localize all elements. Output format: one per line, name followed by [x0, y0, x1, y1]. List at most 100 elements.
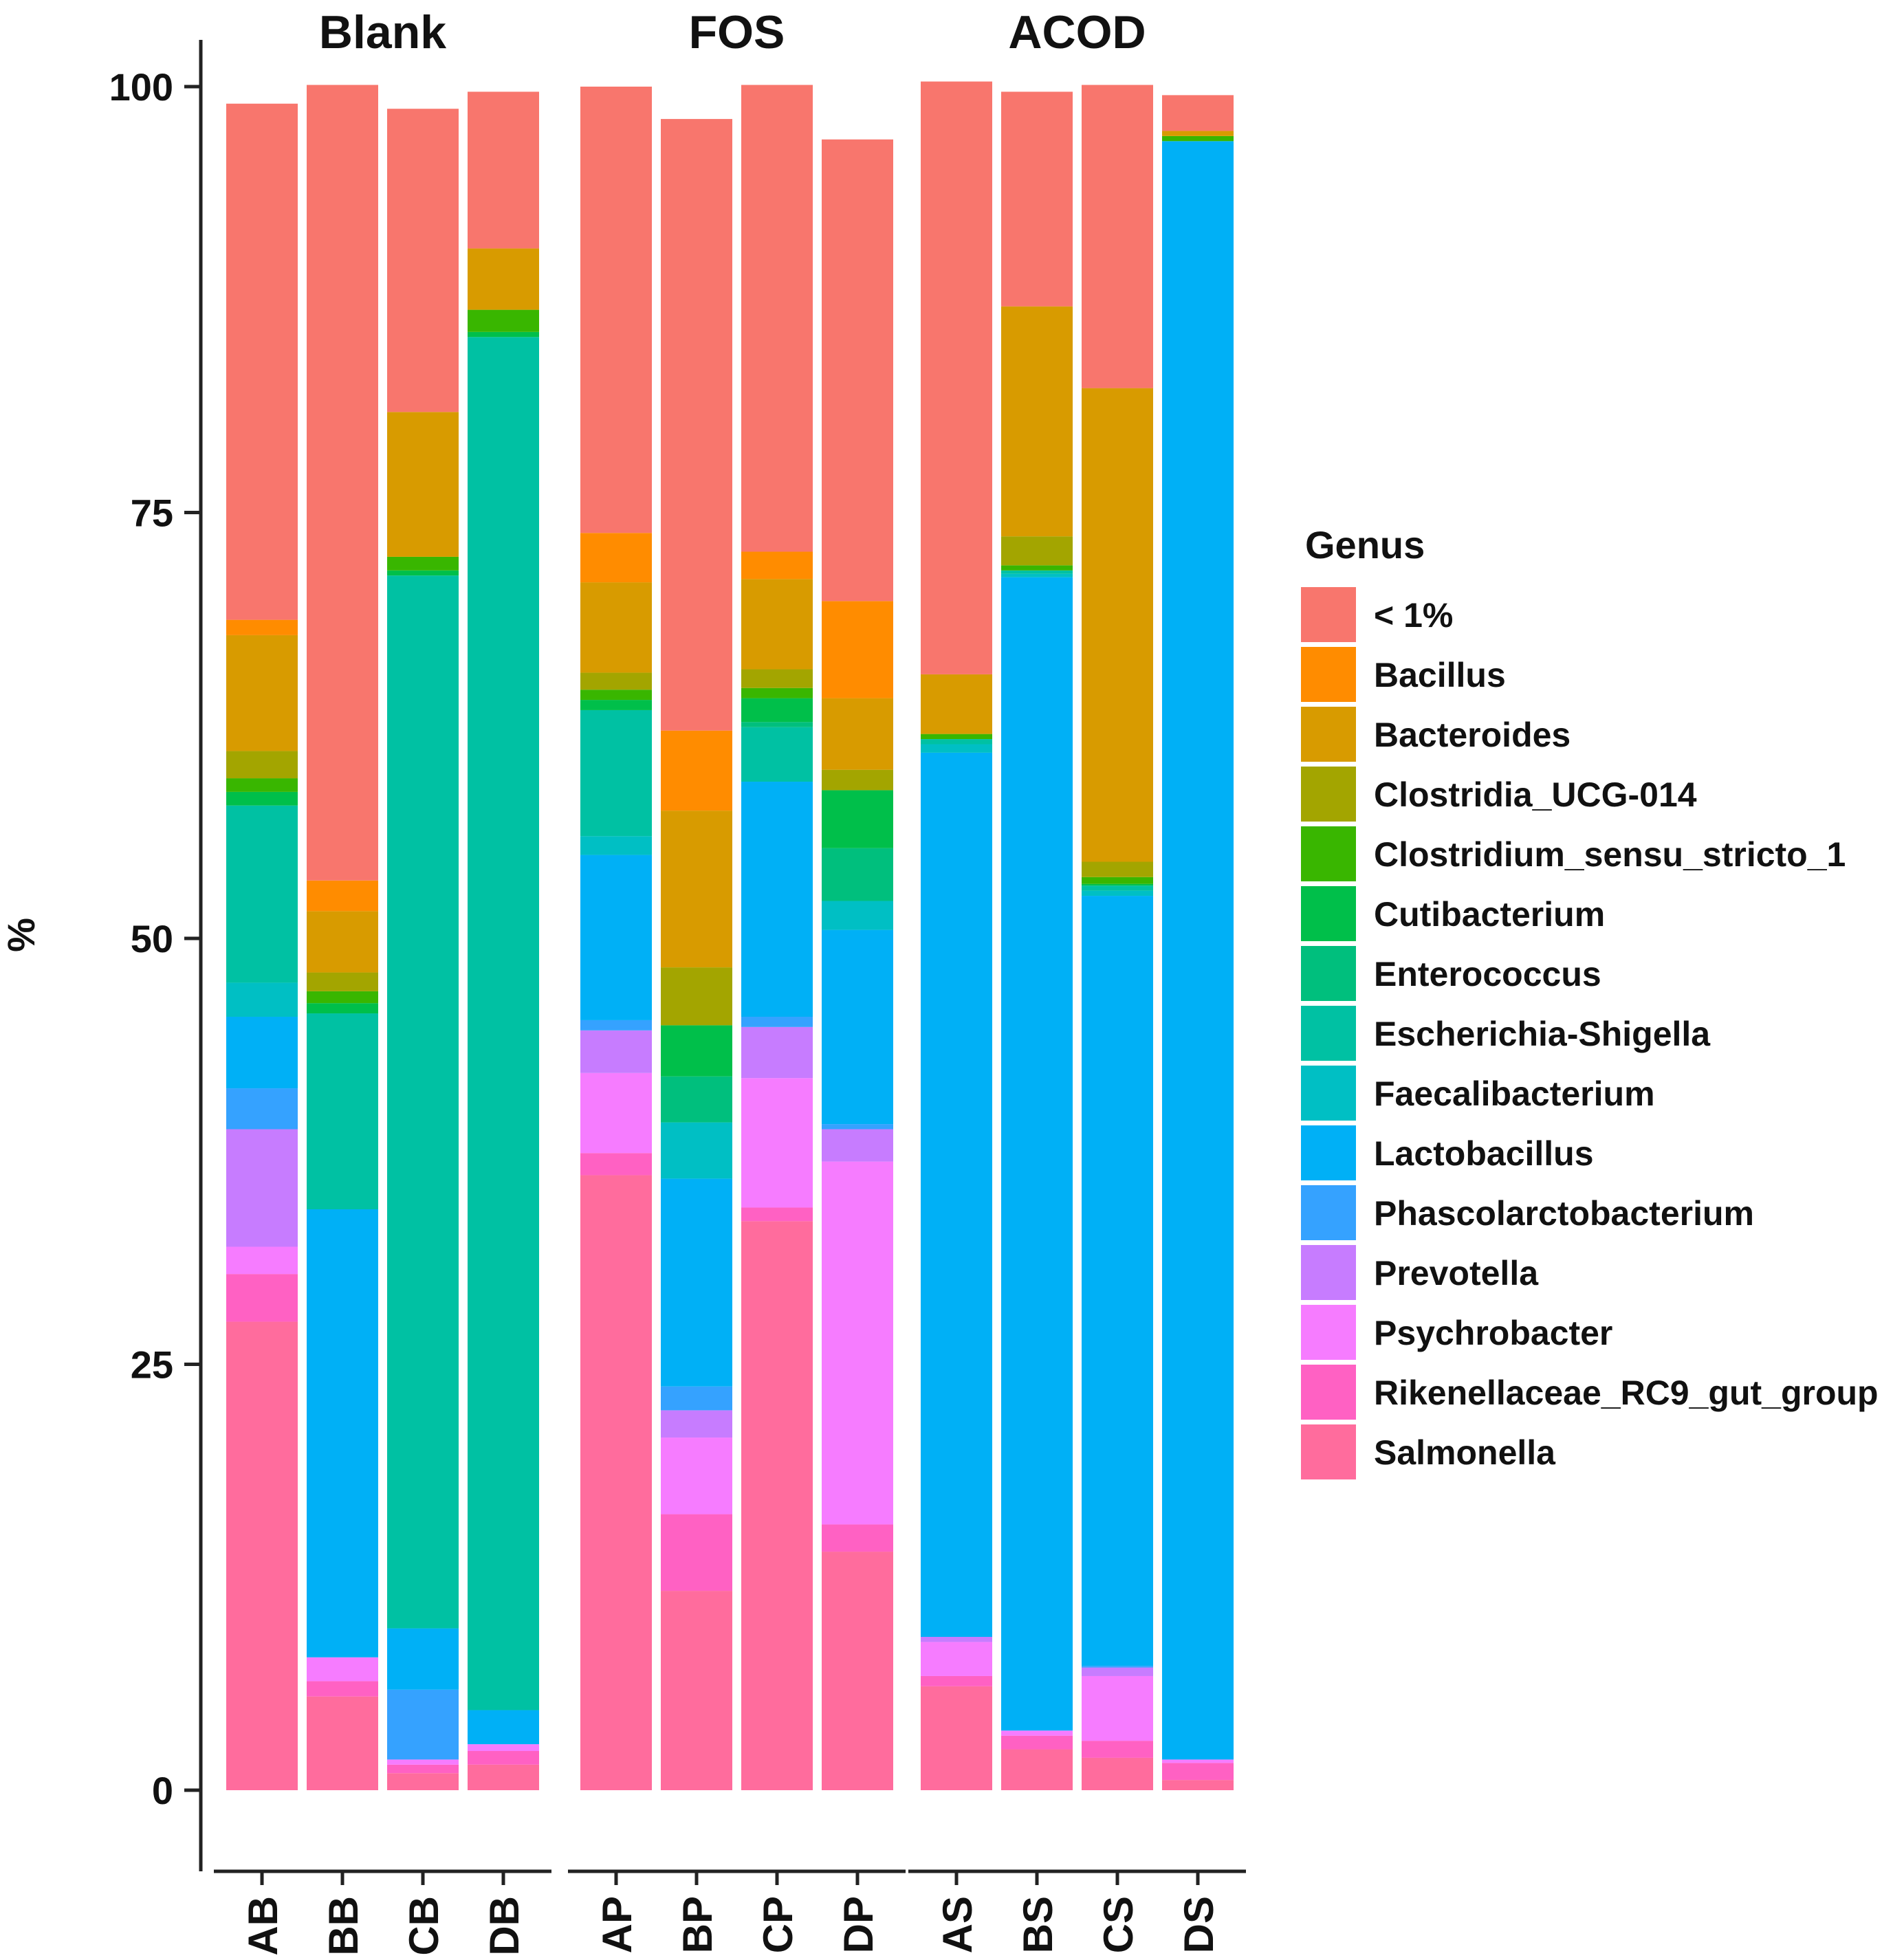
- bar-segment: [741, 687, 813, 698]
- bar-segment: [1001, 1730, 1073, 1736]
- bar-segment: [226, 1016, 298, 1089]
- bar-segment: [661, 967, 732, 1026]
- bar-segment: [580, 1153, 652, 1176]
- bar-segment: [580, 672, 652, 690]
- bar-segment: [468, 248, 539, 310]
- facet-title: Blank: [319, 6, 446, 58]
- x-tick-label: DB: [481, 1896, 527, 1956]
- bar-segment: [661, 1076, 732, 1123]
- bar-segment: [1001, 306, 1073, 537]
- x-tick-label: AS: [934, 1896, 981, 1953]
- bar-segment: [822, 1552, 893, 1790]
- bar-segment: [226, 619, 298, 635]
- bar-segment: [580, 533, 652, 583]
- bar-segment: [468, 1764, 539, 1790]
- bar-segment: [387, 556, 459, 571]
- legend-swatch: [1301, 1245, 1356, 1300]
- bar-segment: [468, 337, 539, 1710]
- bar-segment: [1162, 131, 1234, 136]
- bar-segment: [921, 734, 992, 740]
- legend-swatch: [1301, 1365, 1356, 1420]
- bar-segment: [1162, 1759, 1234, 1763]
- legend-swatch: [1301, 707, 1356, 762]
- bar-segment: [580, 1072, 652, 1154]
- bar-segment: [1082, 85, 1153, 388]
- bar-segment: [741, 669, 813, 688]
- bar-segment: [822, 901, 893, 930]
- y-axis-title: %: [0, 918, 43, 952]
- x-tick-label: AB: [240, 1896, 286, 1956]
- x-tick-label: DP: [835, 1896, 882, 1953]
- y-tick-label: 25: [131, 1343, 173, 1387]
- bar-segment: [580, 1020, 652, 1031]
- bar-segment: [661, 1122, 732, 1179]
- bar-segment: [1162, 1763, 1234, 1781]
- y-tick-label: 0: [152, 1769, 173, 1812]
- bar-segment: [822, 698, 893, 770]
- bar-segment: [1001, 91, 1073, 307]
- x-tick-label: CB: [401, 1896, 447, 1956]
- legend-label: Clostridia_UCG-014: [1374, 775, 1697, 814]
- bar-segment: [1082, 861, 1153, 877]
- bar-segment: [468, 309, 539, 332]
- legend-swatch: [1301, 1185, 1356, 1240]
- legend-label: Faecalibacterium: [1374, 1075, 1655, 1113]
- legend-label: Bacillus: [1374, 656, 1506, 694]
- y-tick-label: 50: [131, 917, 173, 960]
- bar-segment: [741, 1026, 813, 1079]
- bar-segment: [387, 575, 459, 1629]
- bar-segment: [741, 579, 813, 670]
- bar-segment: [822, 1129, 893, 1162]
- legend-swatch: [1301, 587, 1356, 642]
- bar-segment: [921, 81, 992, 674]
- bar-segment: [1082, 388, 1153, 862]
- bar-segment: [822, 769, 893, 791]
- bar-segment: [580, 87, 652, 533]
- bar-segment: [307, 880, 378, 912]
- legend-label: Salmonella: [1374, 1433, 1556, 1472]
- bar-segment: [580, 709, 652, 837]
- bar-segment: [1082, 877, 1153, 884]
- bar-segment: [226, 982, 298, 1017]
- bar-segment: [1082, 1757, 1153, 1790]
- bar-segment: [580, 582, 652, 673]
- bar-segment: [387, 412, 459, 557]
- bar-segment: [387, 1689, 459, 1760]
- text-layer: 0 25 50 75 100% AB BB CB DB Blank AP BP CP DP FOS AS BS C…: [0, 6, 1222, 1956]
- bar-segment: [580, 700, 652, 710]
- bar-segment: [1001, 570, 1073, 574]
- bar-segment: [387, 1773, 459, 1790]
- legend-swatch: [1301, 826, 1356, 881]
- bar-segment: [468, 91, 539, 249]
- bar-segment: [307, 972, 378, 991]
- bar-segment: [226, 635, 298, 751]
- legend-label: Lactobacillus: [1374, 1134, 1594, 1173]
- bar-segment: [226, 805, 298, 983]
- bar-segment: [741, 85, 813, 552]
- bar-segment: [822, 139, 893, 602]
- legend-swatch: [1301, 1066, 1356, 1121]
- bar-segment: [921, 744, 992, 753]
- bar-segment: [307, 1696, 378, 1790]
- x-tick-label: DS: [1176, 1896, 1222, 1953]
- bar-segment: [822, 601, 893, 698]
- bar-segment: [822, 848, 893, 901]
- bar-segment: [387, 570, 459, 576]
- legend-label: Clostridium_sensu_stricto_1: [1374, 835, 1846, 874]
- x-tick-label: AP: [594, 1896, 640, 1953]
- bar-segment: [307, 1209, 378, 1658]
- bar-segment: [661, 1438, 732, 1515]
- bars-layer: [226, 81, 1234, 1790]
- bar-segment: [1162, 135, 1234, 142]
- bar-segment: [307, 85, 378, 881]
- bar-segment: [661, 119, 732, 731]
- bar-segment: [387, 1759, 459, 1765]
- bar-segment: [921, 1636, 992, 1642]
- legend-swatch: [1301, 946, 1356, 1001]
- bar-segment: [921, 1675, 992, 1686]
- legend: Genus < 1% Bacillus Bacteroides Clostridia_U…: [1301, 523, 1879, 1479]
- legend-swatch: [1301, 647, 1356, 702]
- bar-segment: [1082, 1666, 1153, 1668]
- bar-segment: [226, 778, 298, 792]
